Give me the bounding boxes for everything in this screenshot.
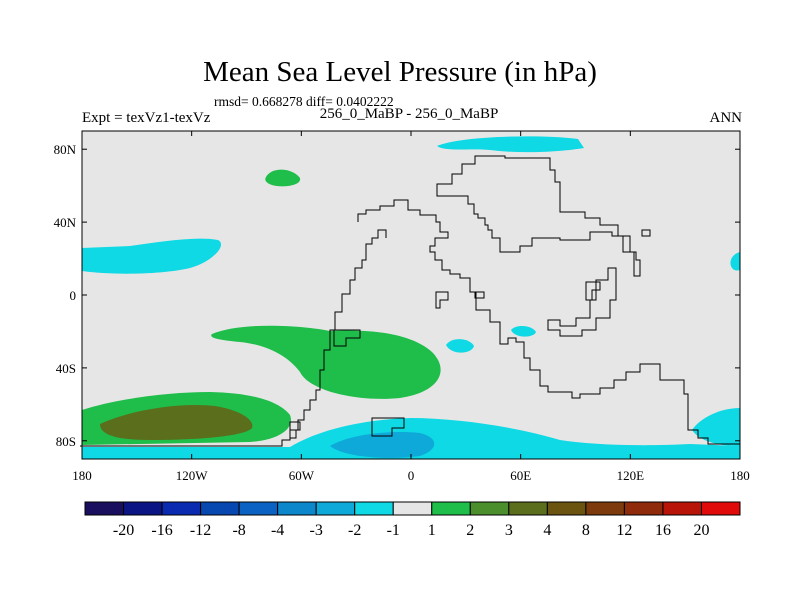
region-indian-ocean-high-small (511, 326, 536, 337)
y-tick-label: 40N (54, 215, 77, 230)
colorbar-swatch (200, 501, 240, 516)
colorbar-label: 2 (466, 522, 474, 539)
colorbar-label: -20 (113, 522, 134, 539)
axes: 180 120W 60W 0 60E 120E 180 80N 40N 0 40S 80S (54, 131, 750, 483)
stats-label: rmsd= 0.668278 diff= 0.0402222 (214, 94, 394, 109)
colorbar: -20 -16 -12 -8 -4 -3 -2 -1 1 2 3 4 8 12 16 20 (84, 501, 741, 539)
y-tick-label: 0 (70, 288, 77, 303)
colorbar-label: -2 (348, 522, 361, 539)
colorbar-swatch (277, 501, 317, 516)
y-tick-label: 40S (56, 361, 76, 376)
x-tick-label: 180 (730, 468, 750, 483)
season-label: ANN (709, 110, 743, 126)
x-tick-label: 60E (510, 468, 531, 483)
colorbar-swatch (546, 501, 587, 516)
region-antarctic-low-core (330, 432, 435, 458)
region-east-edge-low (730, 252, 740, 271)
x-tick-label: 180 (72, 468, 92, 483)
region-north-pacific-low (82, 238, 222, 274)
colorbar-label: 8 (582, 522, 590, 539)
contour-fill-layer (82, 136, 740, 459)
colorbar-swatch (238, 501, 279, 516)
colorbar-swatch (84, 501, 125, 516)
colorbar-swatch (623, 501, 664, 516)
region-arctic-ocean-low (437, 136, 584, 153)
colorbar-swatch (585, 501, 625, 516)
colorbar-label: -3 (310, 522, 323, 539)
region-north-atlantic-high (265, 169, 301, 187)
colorbar-label: -1 (387, 522, 400, 539)
x-tick-label: 60W (289, 468, 315, 483)
colorbar-label: -16 (151, 522, 172, 539)
colorbar-label: 12 (616, 522, 632, 539)
x-tick-label: 0 (408, 468, 415, 483)
colorbar-label: -8 (232, 522, 245, 539)
x-tick-label: 120E (617, 468, 645, 483)
chart-title: Mean Sea Level Pressure (in hPa) (203, 56, 597, 88)
colorbar-swatch (392, 501, 433, 516)
colorbar-label: 16 (655, 522, 671, 539)
x-tick-label: 120W (176, 468, 209, 483)
colorbar-swatch (700, 501, 741, 516)
colorbar-swatch (662, 501, 702, 516)
colorbar-label: 20 (693, 522, 709, 539)
region-southeast-high (692, 408, 740, 446)
region-south-pacific-high-core (100, 404, 253, 440)
colorbar-swatch (315, 501, 356, 516)
y-tick-label: 80S (56, 434, 76, 449)
colorbar-swatch (354, 501, 394, 516)
region-south-atlantic-high (211, 325, 441, 399)
colorbar-swatch (469, 501, 510, 516)
colorbar-label: 3 (505, 522, 513, 539)
colorbar-label: -4 (271, 522, 284, 539)
experiment-label: Expt = texVz1-texVz (82, 110, 211, 126)
colorbar-label: 4 (543, 522, 551, 539)
colorbar-swatch (161, 501, 202, 516)
colorbar-swatch (508, 501, 548, 516)
region-south-atlantic-high-small (446, 339, 474, 353)
coastlines (80, 155, 740, 447)
colorbar-label: -12 (190, 522, 211, 539)
colorbar-swatch (431, 501, 471, 516)
colorbar-label: 1 (428, 522, 436, 539)
case-pair-label: 256_0_MaBP - 256_0_MaBP (319, 106, 499, 122)
y-tick-label: 80N (54, 142, 77, 157)
colorbar-swatch (123, 501, 163, 516)
